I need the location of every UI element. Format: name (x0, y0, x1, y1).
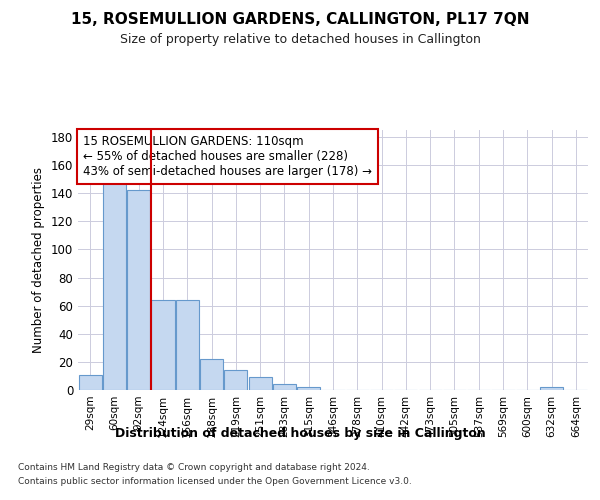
Bar (127, 190, 150, 390)
Bar (297, 387, 320, 390)
Text: Distribution of detached houses by size in Callington: Distribution of detached houses by size … (115, 428, 485, 440)
Text: 15, ROSEMULLION GARDENS, CALLINGTON, PL17 7QN: 15, ROSEMULLION GARDENS, CALLINGTON, PL1… (71, 12, 529, 28)
Bar (151, 300, 175, 390)
Bar (79, 374, 101, 390)
Bar (273, 384, 296, 390)
Y-axis label: Number of detached properties: Number of detached properties (32, 167, 45, 353)
Text: Contains public sector information licensed under the Open Government Licence v3: Contains public sector information licen… (18, 478, 412, 486)
Bar (224, 370, 247, 390)
Text: Contains HM Land Registry data © Crown copyright and database right 2024.: Contains HM Land Registry data © Crown c… (18, 462, 370, 471)
Bar (540, 387, 563, 390)
Bar (200, 359, 223, 390)
Bar (176, 300, 199, 390)
Bar (103, 179, 126, 390)
Text: Size of property relative to detached houses in Callington: Size of property relative to detached ho… (119, 32, 481, 46)
Bar (248, 378, 272, 390)
Text: 15 ROSEMULLION GARDENS: 110sqm
← 55% of detached houses are smaller (228)
43% of: 15 ROSEMULLION GARDENS: 110sqm ← 55% of … (83, 135, 372, 178)
